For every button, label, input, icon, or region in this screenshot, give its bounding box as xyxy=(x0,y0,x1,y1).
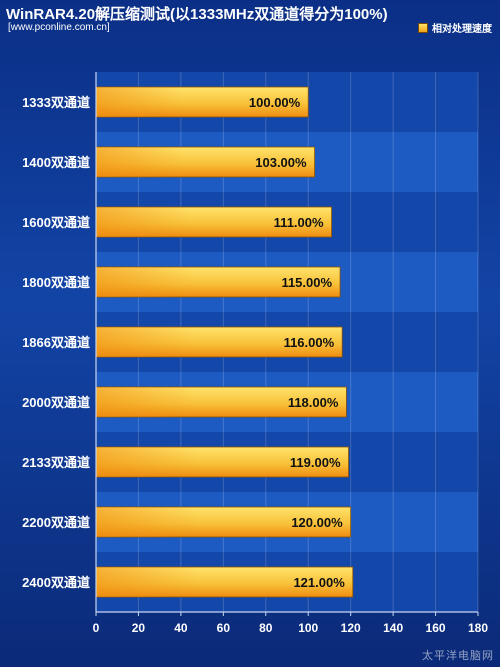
data-label: 119.00% xyxy=(290,455,341,470)
category-label: 1333双通道 xyxy=(22,95,90,110)
x-tick-label: 140 xyxy=(383,621,403,635)
data-label: 111.00% xyxy=(274,215,324,230)
category-label: 2200双通道 xyxy=(22,515,90,530)
category-label: 1866双通道 xyxy=(22,335,90,350)
x-tick-label: 40 xyxy=(174,621,188,635)
bar-shade xyxy=(96,567,353,597)
bar-shade xyxy=(96,207,332,237)
watermark: 太平洋电脑网 xyxy=(422,650,494,662)
legend: 相对处理速度 xyxy=(418,20,492,35)
bar-shade xyxy=(96,507,351,537)
bar-group: 111.00% 1600双通道 xyxy=(22,206,332,238)
data-label: 116.00% xyxy=(284,335,335,350)
bar-group: 121.00% 2400双通道 xyxy=(22,566,354,598)
data-label: 121.00% xyxy=(293,575,345,590)
bar-shade xyxy=(96,147,315,177)
category-label: 1800双通道 xyxy=(22,275,90,290)
x-tick-label: 180 xyxy=(468,621,488,635)
data-label: 115.00% xyxy=(281,275,332,290)
x-tick-label: 160 xyxy=(426,621,446,635)
data-label: 120.00% xyxy=(291,515,343,530)
bar-shade xyxy=(96,267,341,297)
bar-group: 120.00% 2200双通道 xyxy=(22,506,352,538)
legend-label: 相对处理速度 xyxy=(432,24,492,35)
data-label: 103.00% xyxy=(255,155,307,170)
bar-group: 115.00% 1800双通道 xyxy=(22,266,341,298)
bar-group: 116.00% 1866双通道 xyxy=(22,326,343,358)
bar-shade xyxy=(96,327,343,357)
chart-title: WinRAR4.20解压缩测试(以1333MHz双通道得分为100%) xyxy=(6,6,388,23)
x-tick-label: 80 xyxy=(259,621,273,635)
x-tick-label: 20 xyxy=(132,621,146,635)
bar-shade xyxy=(96,87,309,117)
x-tick-label: 100 xyxy=(298,621,318,635)
bar-group: 103.00% 1400双通道 xyxy=(22,146,315,178)
bar-group: 118.00% 2000双通道 xyxy=(22,386,347,418)
legend-swatch xyxy=(418,22,428,33)
category-label: 1400双通道 xyxy=(22,155,90,170)
x-tick-label: 0 xyxy=(93,621,100,635)
category-label: 2133双通道 xyxy=(22,455,90,470)
category-label: 2400双通道 xyxy=(22,575,90,590)
x-tick-label: 120 xyxy=(341,621,361,635)
category-label: 2000双通道 xyxy=(22,395,90,410)
bar-group: 119.00% 2133双通道 xyxy=(22,446,349,478)
data-label: 118.00% xyxy=(288,395,339,410)
bar-group: 100.00% 1333双通道 xyxy=(22,86,309,118)
category-label: 1600双通道 xyxy=(22,215,90,230)
bar-shade xyxy=(96,387,347,417)
chart-subtitle: [www.pconline.com.cn] xyxy=(8,22,110,33)
bar-shade xyxy=(96,447,349,477)
x-tick-label: 60 xyxy=(217,621,231,635)
data-label: 100.00% xyxy=(249,95,301,110)
